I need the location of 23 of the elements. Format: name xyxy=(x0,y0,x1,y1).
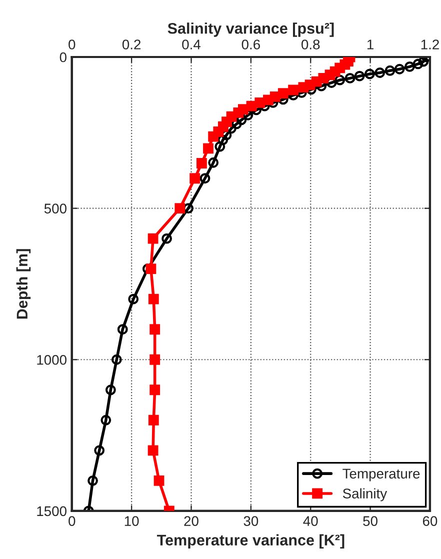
x2-tick-label: 0.6 xyxy=(242,40,260,50)
y-tick-label: 0 xyxy=(60,52,66,62)
x2-tick-label: 0.8 xyxy=(302,40,320,50)
y-tick-label: 1000 xyxy=(37,354,66,365)
y-tick-label: 500 xyxy=(44,204,66,214)
x2-tick-label: 0 xyxy=(68,40,76,50)
x-tick-label: 30 xyxy=(244,516,258,526)
x2-tick-label: 1 xyxy=(367,40,374,50)
legend-label: Temperature xyxy=(342,468,420,482)
x-tick-label: 0 xyxy=(68,516,76,526)
legend-label: Salinity xyxy=(342,488,388,502)
x2-tick-label: 1.2 xyxy=(421,40,439,50)
x2-axis-title: Salinity variance [psu²] xyxy=(168,22,334,37)
x2-tick-label: 0.2 xyxy=(122,40,141,50)
y-tick-label: 1500 xyxy=(37,506,66,516)
x-tick-label: 10 xyxy=(124,516,139,526)
x-tick-label: 40 xyxy=(303,516,318,526)
x-tick-label: 50 xyxy=(363,516,378,526)
x-tick-label: 20 xyxy=(184,516,198,526)
x-tick-label: 60 xyxy=(422,516,438,526)
y-axis-title: Depth [m] xyxy=(16,249,31,319)
x-axis-title: Temperature variance [K²] xyxy=(157,534,344,549)
x2-tick-label: 0.4 xyxy=(182,40,200,50)
